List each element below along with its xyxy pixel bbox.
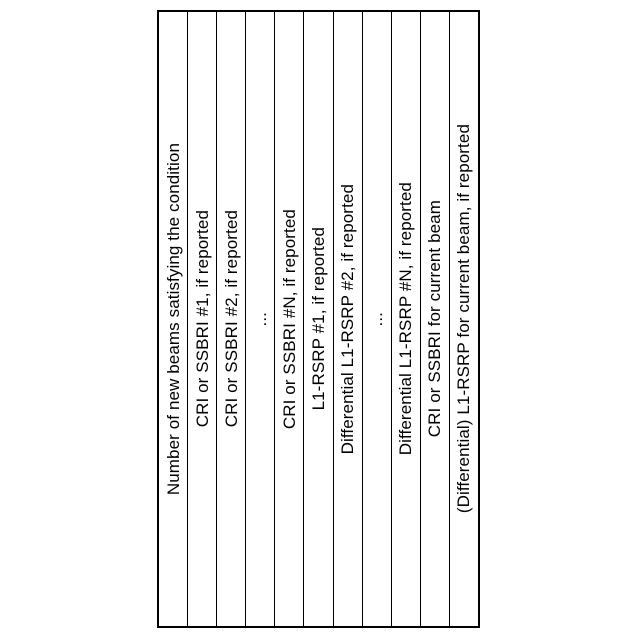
cell-text: CRI or SSBRI #1, if reported: [192, 210, 212, 428]
cell-text: Number of new beams satisfying the condi…: [163, 142, 183, 496]
cell-text: (Differential) L1-RSRP for current beam,…: [454, 124, 474, 514]
cell-text: L1-RSRP #1, if reported: [309, 227, 329, 411]
table-cell-cri-ssbri-n: CRI or SSBRI #N, if reported: [275, 12, 305, 626]
table-cell-diff-l1-rsrp-current-beam: (Differential) L1-RSRP for current beam,…: [450, 12, 478, 626]
cell-text: CRI or SSBRI for current beam: [425, 200, 445, 438]
table-cell-ellipsis-2: ...: [363, 12, 392, 626]
cell-text: Differential L1-RSRP #N, if reported: [396, 182, 416, 456]
table-cell-diff-l1-rsrp-n: Differential L1-RSRP #N, if reported: [392, 12, 421, 626]
table-cell-cri-ssbri-current-beam: CRI or SSBRI for current beam: [421, 12, 450, 626]
table-cell-cri-ssbri-2: CRI or SSBRI #2, if reported: [217, 12, 247, 626]
table-cell-new-beams-count: Number of new beams satisfying the condi…: [159, 12, 189, 626]
table-cell-ellipsis-1: ...: [246, 12, 276, 626]
beam-report-table: Number of new beams satisfying the condi…: [157, 10, 480, 628]
table-cell-cri-ssbri-1: CRI or SSBRI #1, if reported: [188, 12, 218, 626]
cell-text: CRI or SSBRI #N, if reported: [279, 208, 299, 430]
cell-text: ...: [367, 311, 387, 327]
table-cell-l1-rsrp-1: L1-RSRP #1, if reported: [304, 12, 334, 626]
cell-text: CRI or SSBRI #2, if reported: [221, 210, 241, 428]
cell-text: ...: [250, 311, 270, 327]
table-cell-diff-l1-rsrp-2: Differential L1-RSRP #2, if reported: [334, 12, 363, 626]
cell-text: Differential L1-RSRP #2, if reported: [338, 183, 358, 455]
